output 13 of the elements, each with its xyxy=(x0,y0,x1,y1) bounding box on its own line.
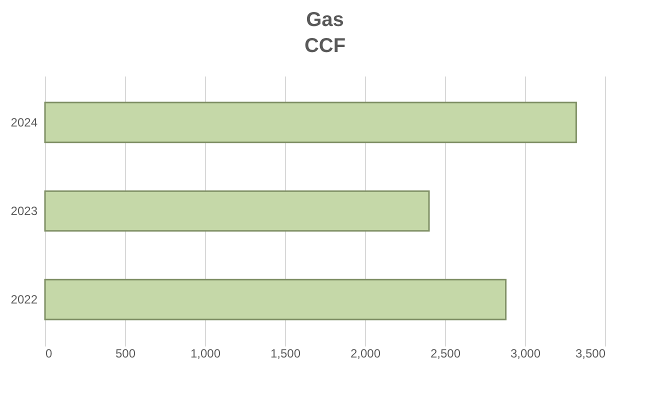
x-tick-label: 2,000 xyxy=(350,346,381,360)
x-tick-label: 1,000 xyxy=(190,346,221,360)
x-tick-label: 500 xyxy=(115,346,136,360)
x-tick-label: 1,500 xyxy=(270,346,301,360)
x-tick-label: 2,500 xyxy=(430,346,461,360)
y-tick-label: 2022 xyxy=(10,292,38,307)
y-tick-label: 2024 xyxy=(10,115,38,130)
x-tick-label: 3,000 xyxy=(510,346,541,360)
y-tick-label: 2023 xyxy=(10,204,38,218)
x-tick-label: 0 xyxy=(46,346,52,360)
x-tick-label: 3,500 xyxy=(575,346,606,360)
chart-subtitle: CCF xyxy=(304,35,346,57)
chart-title: Gas xyxy=(306,9,344,31)
